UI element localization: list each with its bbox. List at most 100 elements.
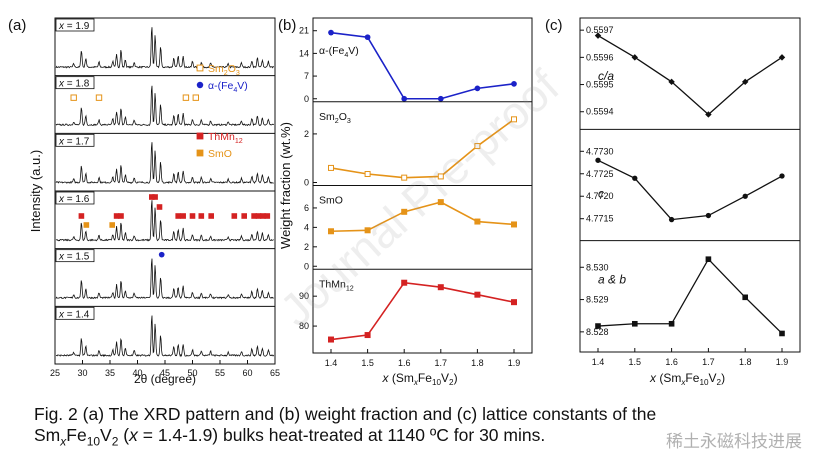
lattice-y-tick-label-1-3: 4.7730 (586, 146, 614, 156)
xrd-legend-label-2: ThMn12 (208, 131, 243, 145)
lattice-x-axis-label-part-5: V (709, 371, 717, 385)
lattice-point-2-3 (705, 256, 712, 262)
lattice-point-2-1 (632, 320, 638, 327)
caption-fe: Fe (66, 425, 87, 445)
wf-x-axis-label-part-6: 2 (449, 378, 454, 387)
lattice-y-tick-label-0-2: 0.5596 (586, 52, 614, 62)
wf-series-label-1-part-3: 3 (347, 117, 351, 125)
wf-series-label-1-part-0: Sm (319, 111, 335, 123)
xrd-legend-label-2-part-0: ThMn (208, 131, 235, 143)
wf-point-0-1 (364, 34, 371, 41)
lattice-point-0-5 (778, 54, 786, 61)
xrd-legend-label-0: Sm2O3 (208, 63, 240, 77)
wf-x-axis-label-part-0: x (382, 371, 390, 385)
lattice-y-tick-label-2-0: 8.528 (586, 327, 609, 337)
lattice-line-1 (597, 159, 783, 221)
wf-series-label-1: Sm2O3 (319, 111, 351, 125)
wf-x-axis-label-part-7: ) (454, 371, 458, 385)
wf-line-3 (330, 281, 515, 341)
wf-x-tick-label-0: 1.4 (325, 358, 338, 368)
lattice-x-axis-label-part-1: (Sm (656, 371, 681, 385)
xrd-x-tick-label-6: 55 (215, 368, 225, 378)
xrd-x-tick-label-3: 40 (132, 368, 142, 378)
wf-point-0-5 (511, 80, 517, 87)
lattice-x-axis-label-part-7: ) (721, 371, 725, 385)
wf-x-tick-label-3: 1.7 (435, 358, 448, 368)
wf-series-label-3-part-1: 12 (346, 284, 354, 292)
xrd-series-label-4-part-0: x (58, 252, 65, 263)
xrd-legend-label-1: α-(Fe4V) (208, 80, 248, 94)
xrd-thmn12-marker-16 (264, 213, 271, 219)
wf-x-axis-label-part-4: 10 (432, 378, 442, 387)
wf-y-tick-label-3-0: 80 (299, 321, 309, 331)
xrd-series-label-0: x = 1.9 (58, 21, 90, 32)
xrd-x-tick-label-7: 60 (242, 368, 252, 378)
lattice-x-axis-label-part-3: Fe (685, 371, 699, 385)
panel-a-label: (a) (8, 17, 26, 34)
wf-x-axis-label: x (SmxFe10V2) (382, 371, 458, 387)
wf-series-label-3: ThMn12 (319, 278, 354, 292)
xrd-label-box-5 (55, 306, 95, 320)
xrd-fe4v-marker-0 (158, 251, 165, 258)
xrd-thmn12-marker-2 (118, 213, 124, 219)
lattice-point-1-5 (779, 173, 785, 179)
xrd-legend-label-0-part-0: Sm (208, 63, 224, 75)
xrd-series-label-4-part-1: = 1.5 (64, 252, 90, 263)
xrd-series-label-0-part-1: = 1.9 (64, 21, 90, 32)
wf-point-0-0 (328, 29, 334, 36)
caption-line-1: Fig. 2 (a) The XRD pattern and (b) weigh… (34, 404, 657, 424)
xrd-series-label-1-part-0: x (58, 79, 65, 90)
xrd-thmn12-marker-15 (260, 213, 266, 219)
xrd-smo-marker-1 (109, 222, 115, 228)
xrd-thmn12-marker-10 (208, 213, 214, 219)
xrd-thmn12-marker-8 (189, 213, 196, 219)
wf-y-tick-label-1-0: 0 (304, 178, 309, 188)
xrd-label-box-0 (55, 18, 95, 32)
xrd-pattern-2 (55, 142, 274, 185)
wf-x-tick-label-2: 1.6 (398, 358, 411, 368)
wf-y-tick-label-0-1: 7 (304, 71, 309, 81)
lattice-point-0-0 (594, 32, 602, 39)
wf-y-tick-label-2-2: 4 (304, 222, 309, 232)
wf-point-1-1 (364, 170, 371, 177)
lattice-point-1-2 (668, 216, 675, 223)
wf-series-label-0: α-(Fe4V) (319, 45, 359, 59)
lattice-point-0-3 (705, 111, 712, 118)
xrd-series-label-2: x = 1.7 (58, 136, 90, 147)
xrd-series-label-5-part-1: = 1.4 (64, 309, 90, 320)
xrd-x-tick-label-8: 65 (270, 368, 280, 378)
wf-x-tick-label-1: 1.5 (361, 358, 374, 368)
xrd-legend-label-0-part-1: 2 (224, 69, 228, 77)
wf-y-tick-label-0-3: 21 (299, 26, 309, 36)
lattice-y-tick-label-1-1: 4.7720 (586, 191, 614, 201)
wf-point-3-5 (511, 299, 517, 306)
wf-point-1-5 (511, 116, 517, 123)
xrd-legend-label-2-part-1: 12 (235, 137, 243, 145)
xrd-legend-marker-2 (196, 132, 204, 140)
lattice-point-0-2 (668, 78, 675, 86)
wf-point-3-1 (364, 332, 371, 339)
wf-point-2-5 (511, 221, 517, 228)
lattice-line-0 (597, 35, 783, 116)
wf-point-1-3 (437, 173, 444, 180)
xrd-series-label-3-part-1: = 1.6 (64, 194, 90, 205)
wf-series-label-2: SmO (319, 195, 343, 207)
xrd-label-box-4 (55, 249, 95, 263)
wf-point-0-3 (437, 95, 444, 102)
xrd-thmn12-marker-0 (78, 213, 85, 219)
wf-y-tick-label-2-0: 0 (304, 261, 309, 271)
wf-point-1-2 (401, 174, 408, 181)
wf-point-3-2 (401, 279, 408, 286)
xrd-pattern-1 (55, 85, 275, 127)
lattice-y-tick-label-2-1: 8.529 (586, 295, 609, 305)
lattice-frame (579, 17, 801, 353)
xrd-thmn12-marker-7 (180, 213, 186, 219)
wf-series-label-0-part-1: 4 (344, 51, 348, 59)
xrd-sm2o3-marker-1 (95, 94, 103, 101)
lattice-point-0-1 (631, 54, 639, 61)
caption-v: V (100, 425, 112, 445)
xrd-legend-label-3: SmO (208, 148, 232, 160)
wf-x-tick-label-5: 1.9 (508, 358, 521, 368)
wf-y-tick-label-1-1: 2 (304, 129, 309, 139)
wf-series-label-3-part-0: ThMn (319, 278, 346, 290)
